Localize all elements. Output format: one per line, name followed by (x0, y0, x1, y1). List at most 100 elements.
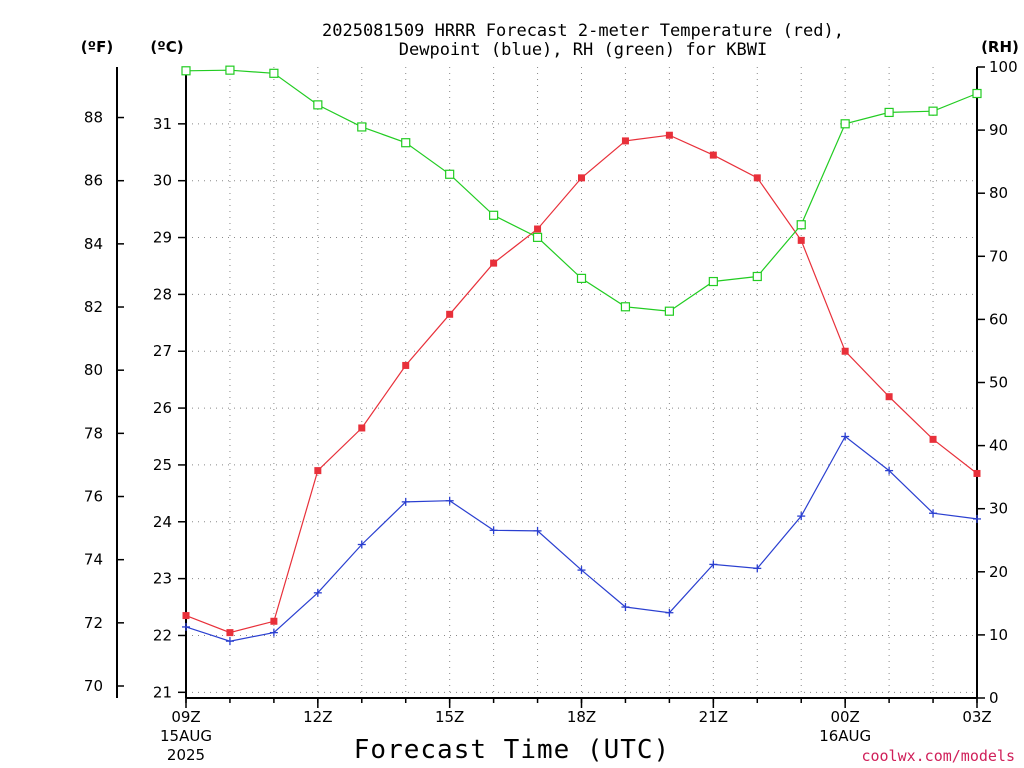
dewpoint-point (665, 608, 674, 617)
fahrenheit-unit-label: (ºF) (81, 38, 113, 56)
temperature-point (621, 137, 629, 145)
fahrenheit-tick-label: 74 (84, 551, 103, 569)
dewpoint-point (269, 628, 278, 637)
relative-humidity-point (708, 276, 718, 287)
fahrenheit-tick-label: 76 (84, 488, 103, 506)
x-tick-date-label: 15AUG (160, 727, 212, 745)
relative-humidity-point (928, 106, 938, 116)
rh-tick-label: 90 (989, 121, 1008, 139)
dewpoint-point (533, 526, 542, 535)
relative-humidity-point (269, 68, 279, 78)
relative-humidity-point (796, 220, 806, 230)
dewpoint-line (185, 435, 978, 642)
relative-humidity-point (576, 273, 587, 283)
temperature-line (185, 134, 978, 634)
relative-humidity-point (840, 119, 850, 129)
x-tick-year-label: 2025 (167, 746, 205, 764)
chart-title-line-1: 2025081509 HRRR Forecast 2-meter Tempera… (322, 21, 844, 41)
relative-humidity-point (489, 210, 499, 220)
dewpoint-point (313, 588, 322, 597)
fahrenheit-tick-label: 82 (84, 298, 103, 316)
grid-lines (186, 67, 977, 698)
dewpoint-point (182, 622, 190, 631)
celsius-tick-label: 31 (153, 115, 172, 133)
relative-humidity-point (401, 138, 411, 148)
axes (116, 66, 985, 708)
temperature-point (358, 424, 366, 432)
dewpoint-point (797, 512, 806, 521)
rh-tick-label: 100 (989, 58, 1018, 76)
temperature-point (182, 612, 190, 620)
rh-tick-label: 60 (989, 310, 1008, 328)
celsius-unit-label: (ºC) (150, 38, 183, 56)
relative-humidity-point (313, 100, 323, 110)
relative-humidity-point (357, 122, 367, 132)
temperature-point (490, 259, 498, 267)
dewpoint-point (445, 496, 454, 505)
celsius-tick-label: 26 (153, 399, 172, 417)
dewpoint-point (489, 526, 498, 535)
temperature-point (578, 174, 585, 182)
temperature-point (797, 236, 805, 244)
dewpoint-point (621, 603, 630, 612)
x-tick-label: 09Z (171, 708, 200, 726)
data-series (181, 65, 982, 646)
dewpoint-point (929, 509, 938, 518)
relative-humidity-point (532, 232, 543, 242)
relative-humidity-point (225, 65, 235, 75)
rh-tick-label: 30 (989, 500, 1008, 518)
relative-humidity-point (884, 107, 894, 118)
celsius-tick-label: 25 (153, 456, 172, 474)
celsius-tick-label: 28 (153, 285, 172, 303)
celsius-tick-label: 29 (153, 229, 172, 247)
chart-title-line-2: Dewpoint (blue), RH (green) for KBWI (399, 40, 767, 60)
temperature-point (665, 131, 673, 139)
fahrenheit-tick-label: 78 (84, 424, 103, 442)
rh-tick-label: 40 (989, 437, 1008, 455)
rh-unit-label: (RH) (981, 38, 1019, 56)
celsius-tick-label: 21 (153, 683, 172, 701)
temperature-point (841, 347, 849, 355)
x-axis-label: Forecast Time (UTC) (354, 735, 670, 765)
x-tick-label: 00Z (830, 708, 859, 726)
source-credit: coolwx.com/models (861, 747, 1015, 765)
temperature-point (226, 629, 234, 637)
x-tick-label: 15Z (435, 708, 464, 726)
temperature-point (534, 225, 542, 233)
rh-tick-label: 10 (989, 626, 1008, 644)
relative-humidity-point (752, 271, 762, 282)
fahrenheit-tick-label: 72 (84, 614, 103, 632)
rh-tick-label: 50 (989, 374, 1008, 392)
dewpoint-point (401, 497, 410, 506)
x-tick-label: 21Z (699, 708, 728, 726)
relative-humidity-point (181, 66, 191, 76)
fahrenheit-tick-label: 86 (84, 172, 103, 190)
x-tick-label: 18Z (567, 708, 596, 726)
rh-tick-label: 70 (989, 247, 1008, 265)
dewpoint-point (709, 560, 718, 569)
fahrenheit-tick-label: 80 (84, 361, 103, 379)
relative-humidity-point (664, 306, 674, 316)
dewpoint-point (753, 564, 762, 573)
rh-tick-label: 0 (989, 689, 999, 707)
dewpoint-point (973, 514, 981, 523)
temperature-point (270, 617, 278, 625)
x-tick-label: 03Z (962, 708, 991, 726)
x-tick-date-label: 16AUG (819, 727, 871, 745)
celsius-tick-label: 23 (153, 570, 172, 588)
temperature-point (885, 393, 893, 401)
dewpoint-point (577, 566, 586, 575)
temperature-point (709, 151, 717, 159)
fahrenheit-tick-label: 84 (84, 235, 103, 253)
fahrenheit-tick-label: 88 (84, 109, 103, 127)
x-tick-label: 12Z (303, 708, 332, 726)
celsius-tick-label: 27 (153, 342, 172, 360)
rh-tick-label: 20 (989, 563, 1008, 581)
dewpoint-point (357, 540, 366, 549)
dewpoint-point (841, 432, 850, 441)
dewpoint-point (225, 637, 234, 646)
temperature-point (753, 174, 761, 182)
relative-humidity-point (445, 169, 455, 179)
tick-labels: 70 72 74 76 78 80 82 84 86 88 21 22 23 24 25 26 27 28 29 30… (84, 58, 1018, 764)
celsius-tick-label: 30 (153, 172, 172, 190)
